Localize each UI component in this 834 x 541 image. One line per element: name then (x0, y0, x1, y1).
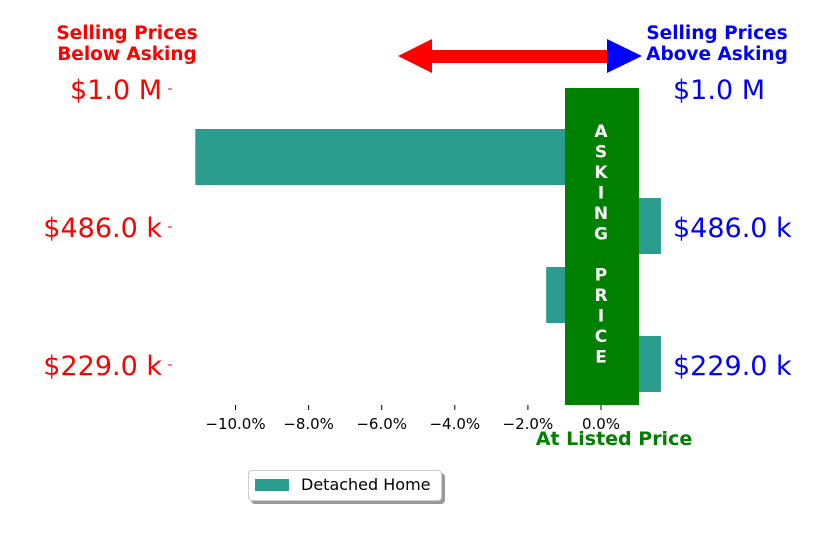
band-letter: K (594, 163, 608, 183)
left-price-label-1: $1.0 M (70, 75, 162, 106)
x-tick-label: −6.0% (356, 415, 407, 433)
bar-4 (638, 336, 661, 392)
header-right-line2: Above Asking (646, 44, 788, 65)
double-arrow-icon (398, 39, 642, 73)
x-tick-label: −2.0% (503, 415, 554, 433)
x-tick-label: 0.0% (582, 415, 620, 433)
asking-price-band (565, 88, 639, 405)
left-price-label-2: $486.0 k (43, 213, 162, 244)
x-axis: −10.0% −8.0% −6.0% −4.0% −2.0% 0.0% (205, 405, 620, 433)
band-letter: I (598, 184, 604, 204)
right-price-label-3: $229.0 k (673, 351, 792, 382)
band-letter: A (594, 122, 608, 142)
bars-layer (195, 129, 661, 392)
band-letter: N (594, 204, 608, 224)
band-letter: R (594, 286, 607, 306)
band-letter: G (594, 225, 608, 245)
bar-1 (195, 129, 566, 185)
x-tick-label: −8.0% (283, 415, 334, 433)
band-letter: S (595, 143, 607, 163)
bar-3 (546, 267, 565, 323)
x-tick-label: −4.0% (429, 415, 480, 433)
header-left-line2: Below Asking (57, 44, 197, 65)
right-price-label-1: $1.0 M (673, 75, 765, 106)
x-tick-label: −10.0% (205, 415, 265, 433)
band-letter: I (598, 307, 604, 327)
header-right-line1: Selling Prices (646, 23, 787, 44)
legend-swatch (255, 479, 289, 491)
band-letter: P (595, 266, 607, 286)
left-price-label-3: $229.0 k (43, 351, 162, 382)
legend: Detached Home (248, 470, 442, 501)
band-letter: E (595, 348, 607, 368)
bar-2 (638, 198, 661, 254)
right-price-label-2: $486.0 k (673, 213, 792, 244)
band-letter: C (595, 327, 607, 347)
at-listed-price-label: At Listed Price (536, 428, 692, 450)
legend-label: Detached Home (301, 475, 431, 494)
header-left-line1: Selling Prices (56, 23, 197, 44)
